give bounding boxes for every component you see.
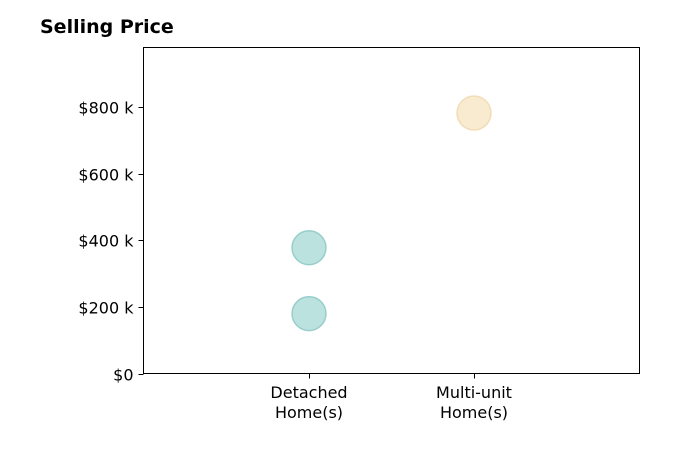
plot-frame (143, 47, 640, 374)
y-tick-label: $600 k (78, 166, 134, 185)
x-tick-label: Multi-unit (436, 383, 512, 402)
data-points (291, 95, 492, 332)
chart-title: Selling Price (40, 16, 174, 38)
y-tick-label: $200 k (78, 299, 134, 318)
y-tick-label: $800 k (78, 99, 134, 118)
y-axis: $0 $200 k $400 k $600 k $800 k (78, 99, 144, 385)
y-tick-label: $400 k (78, 232, 134, 251)
y-tick-label: $0 (113, 366, 133, 385)
x-tick-label: Home(s) (440, 403, 508, 422)
data-point (456, 95, 492, 131)
data-point (291, 230, 327, 266)
x-tick-label: Detached (270, 383, 347, 402)
x-tick-label: Home(s) (275, 403, 343, 422)
data-point (291, 295, 327, 332)
